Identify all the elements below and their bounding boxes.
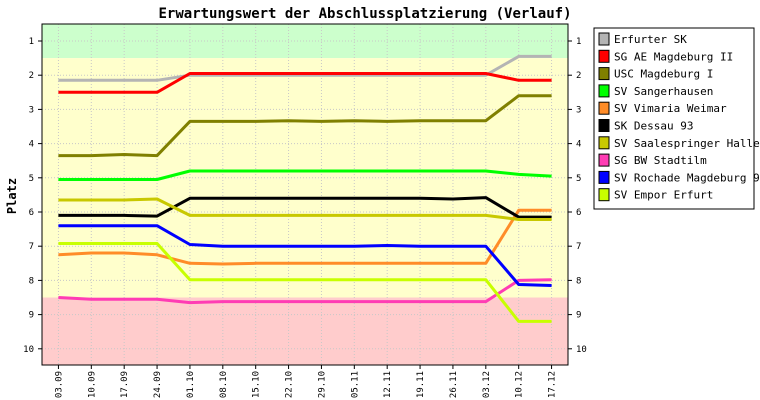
y-axis-label: Platz	[5, 178, 19, 214]
x-tick-label: 19.11	[416, 371, 426, 398]
series-lines	[58, 54, 552, 323]
x-tick-label: 08.10	[219, 371, 229, 398]
y-tick-label: 7	[29, 242, 34, 252]
x-tick-label: 03.12	[482, 371, 492, 398]
legend-label: SK Dessau 93	[614, 120, 693, 133]
y-tick-label: 2	[29, 71, 34, 81]
y-tick-label: 6	[29, 208, 34, 218]
x-tick-label: 17.12	[548, 371, 558, 398]
series-line-4	[58, 208, 552, 266]
x-tick-label: 10.09	[87, 371, 97, 398]
y-tick-label-right: 7	[576, 242, 581, 252]
x-tick-label: 01.10	[186, 371, 196, 398]
chart-title: Erwartungswert der Abschlussplatzierung …	[158, 6, 571, 22]
series-line-3	[58, 169, 552, 181]
series-line-9	[58, 242, 552, 323]
plot-border	[41, 23, 569, 366]
y-tick-label-right: 3	[576, 105, 581, 115]
y-tick-label-right: 2	[576, 71, 581, 81]
series-line-1	[58, 72, 552, 94]
plot-frame	[41, 23, 569, 366]
band-2	[42, 297, 568, 365]
y-tick-label: 5	[29, 174, 34, 184]
legend-label: SV Rochade Magdeburg 96	[614, 171, 760, 184]
legend-box	[593, 27, 755, 210]
x-tick-label: 22.10	[285, 371, 295, 398]
x-tick-label: 24.09	[153, 371, 163, 398]
y-tick-label-right: 4	[576, 140, 581, 150]
legend-swatch	[598, 32, 610, 46]
x-tick-label: 17.09	[120, 371, 130, 398]
legend-swatch	[598, 153, 610, 167]
series-line-5	[58, 196, 552, 219]
x-tick-label: 12.11	[383, 371, 393, 398]
x-tick-label: 03.09	[54, 371, 64, 398]
legend: Erfurter SK SG AE Magdeburg II USC Magdebu…	[593, 27, 760, 210]
legend-swatch	[598, 67, 610, 81]
legend-swatch	[598, 136, 610, 150]
legend-label: Erfurter SK	[614, 33, 687, 46]
y-tick-label-right: 10	[576, 345, 587, 355]
series-line-2	[58, 94, 552, 158]
y-tick-label-right: 8	[576, 276, 581, 286]
legend-swatch	[598, 119, 610, 132]
legend-swatch	[598, 188, 610, 202]
y-tick-label: 8	[29, 276, 34, 286]
y-tick-label: 1	[29, 37, 34, 47]
series-line-7	[58, 278, 552, 305]
y-tick-label: 4	[29, 140, 34, 150]
legend-swatch	[598, 101, 610, 115]
legend-label: SG BW Stadtilm	[614, 154, 707, 167]
y-axis-left: 1 2 3 4 5 6 7 8 9 10	[23, 37, 42, 355]
legend-label: SG AE Magdeburg II	[614, 50, 733, 63]
legend-label: SV Saalespringer Halle	[614, 137, 760, 150]
x-tick-label: 10.12	[515, 371, 525, 398]
x-tick-label: 26.11	[449, 371, 459, 398]
legend-label: SV Empor Erfurt	[614, 189, 713, 202]
legend-label: SV Vimaria Weimar	[614, 102, 727, 115]
series-line-6	[58, 197, 552, 221]
y-tick-label-right: 1	[576, 37, 581, 47]
series-line-8	[58, 224, 552, 287]
legend-swatch	[598, 170, 610, 184]
x-axis: 03.09 10.09 17.09 24.09 01.10 08.10 15.10 22.10…	[54, 365, 558, 398]
legend-swatch	[598, 49, 610, 63]
y-axis-right: 1 2 3 4 5 6 7 8 9 10	[568, 37, 587, 355]
x-tick-label: 05.11	[350, 371, 360, 398]
x-tick-label: 29.10	[317, 371, 327, 398]
y-tick-label: 3	[29, 105, 34, 115]
y-tick-label: 10	[23, 345, 34, 355]
y-tick-label-right: 9	[576, 311, 581, 321]
series-line-0	[58, 54, 552, 82]
legend-label: SV Sangerhausen	[614, 85, 713, 98]
y-tick-label-right: 6	[576, 208, 581, 218]
x-tick-label: 15.10	[252, 371, 262, 398]
y-tick-label-right: 5	[576, 174, 581, 184]
legend-swatch	[598, 84, 610, 98]
y-tick-label: 9	[29, 311, 34, 321]
legend-label: USC Magdeburg I	[614, 68, 713, 81]
